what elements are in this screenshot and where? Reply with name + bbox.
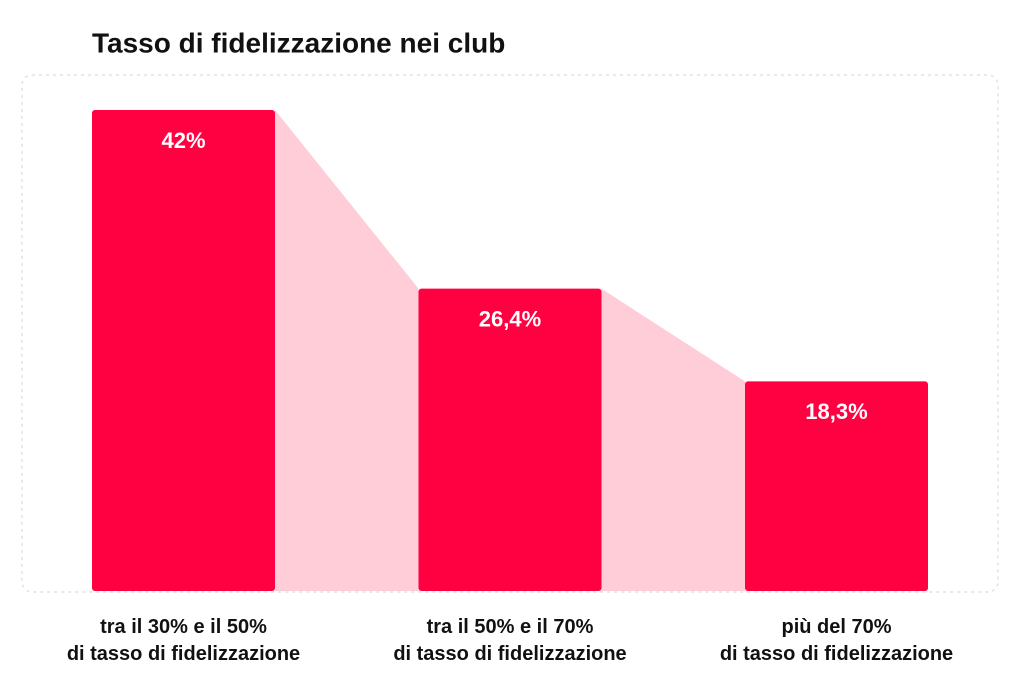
bars [92, 110, 928, 591]
value-label: 26,4% [479, 306, 541, 331]
value-label: 42% [161, 128, 205, 153]
x-tick-label: più del 70% di tasso di fidelizzazione [720, 616, 953, 665]
connector-area [275, 110, 419, 591]
x-tick-label: tra il 30% e il 50% di tasso di fidelizza… [67, 616, 300, 665]
value-label: 18,3% [805, 399, 867, 424]
plot-frame [21, 74, 999, 593]
bar [92, 110, 275, 591]
bar [418, 288, 602, 591]
chart-title: Tasso di fidelizzazione nei club [92, 27, 505, 58]
x-tick-label: tra il 50% e il 70% di tasso di fidelizza… [393, 616, 626, 665]
bar [745, 381, 928, 591]
connector-area [601, 288, 745, 591]
connectors [275, 110, 745, 591]
